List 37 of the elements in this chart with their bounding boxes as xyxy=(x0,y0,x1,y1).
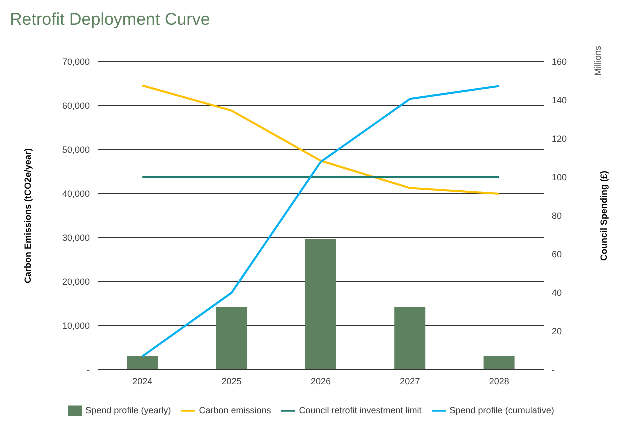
y-tick-label: - xyxy=(87,365,90,376)
y2-tick-label: - xyxy=(552,365,555,376)
y-axis-title: Carbon Emissions (tCO2e/year) xyxy=(23,148,34,284)
y2-tick-label: 60 xyxy=(552,250,562,260)
y-tick-label: 60,000 xyxy=(62,101,90,112)
y2-tick-label: 100 xyxy=(552,172,568,183)
text: Millions xyxy=(593,46,603,76)
y2-tick-label: 160 xyxy=(552,57,568,68)
line-series xyxy=(142,85,500,358)
chart-title: Retrofit Deployment Curve xyxy=(10,10,210,30)
legend-label: Council retrofit investment limit xyxy=(299,405,422,416)
y2-tick-label: 80 xyxy=(552,211,562,222)
y-tick-label: 30,000 xyxy=(62,233,90,244)
line-series xyxy=(142,84,500,195)
y-tick-label: 10,000 xyxy=(62,321,90,332)
y2-axis-title: Council Spending (£) xyxy=(599,171,610,261)
y-tick-label: 20,000 xyxy=(62,277,90,288)
x-tick-label: 2024 xyxy=(132,376,153,386)
y-tick-label: 70,000 xyxy=(62,57,90,68)
y2-tick-label: 20 xyxy=(552,326,562,337)
x-tick-label: 2028 xyxy=(489,376,510,386)
bar xyxy=(127,356,158,370)
y2-tick-label: 140 xyxy=(552,96,568,106)
x-tick-label: 2027 xyxy=(400,376,420,386)
legend-label: Carbon emissions xyxy=(199,405,272,416)
bar xyxy=(484,356,515,370)
bar xyxy=(216,307,248,370)
y-tick-label: 40,000 xyxy=(62,189,90,200)
x-tick-label: 2025 xyxy=(222,376,242,386)
y2-tick-label: 40 xyxy=(552,288,562,298)
legend-label: Spend profile (yearly) xyxy=(86,405,172,416)
bar xyxy=(305,239,336,370)
legend-label: Spend profile (cumulative) xyxy=(450,405,554,416)
y-tick-label: 50,000 xyxy=(62,145,90,156)
x-tick-label: 2026 xyxy=(310,376,332,386)
y2-tick-label: 120 xyxy=(552,134,568,144)
bar xyxy=(394,307,426,370)
